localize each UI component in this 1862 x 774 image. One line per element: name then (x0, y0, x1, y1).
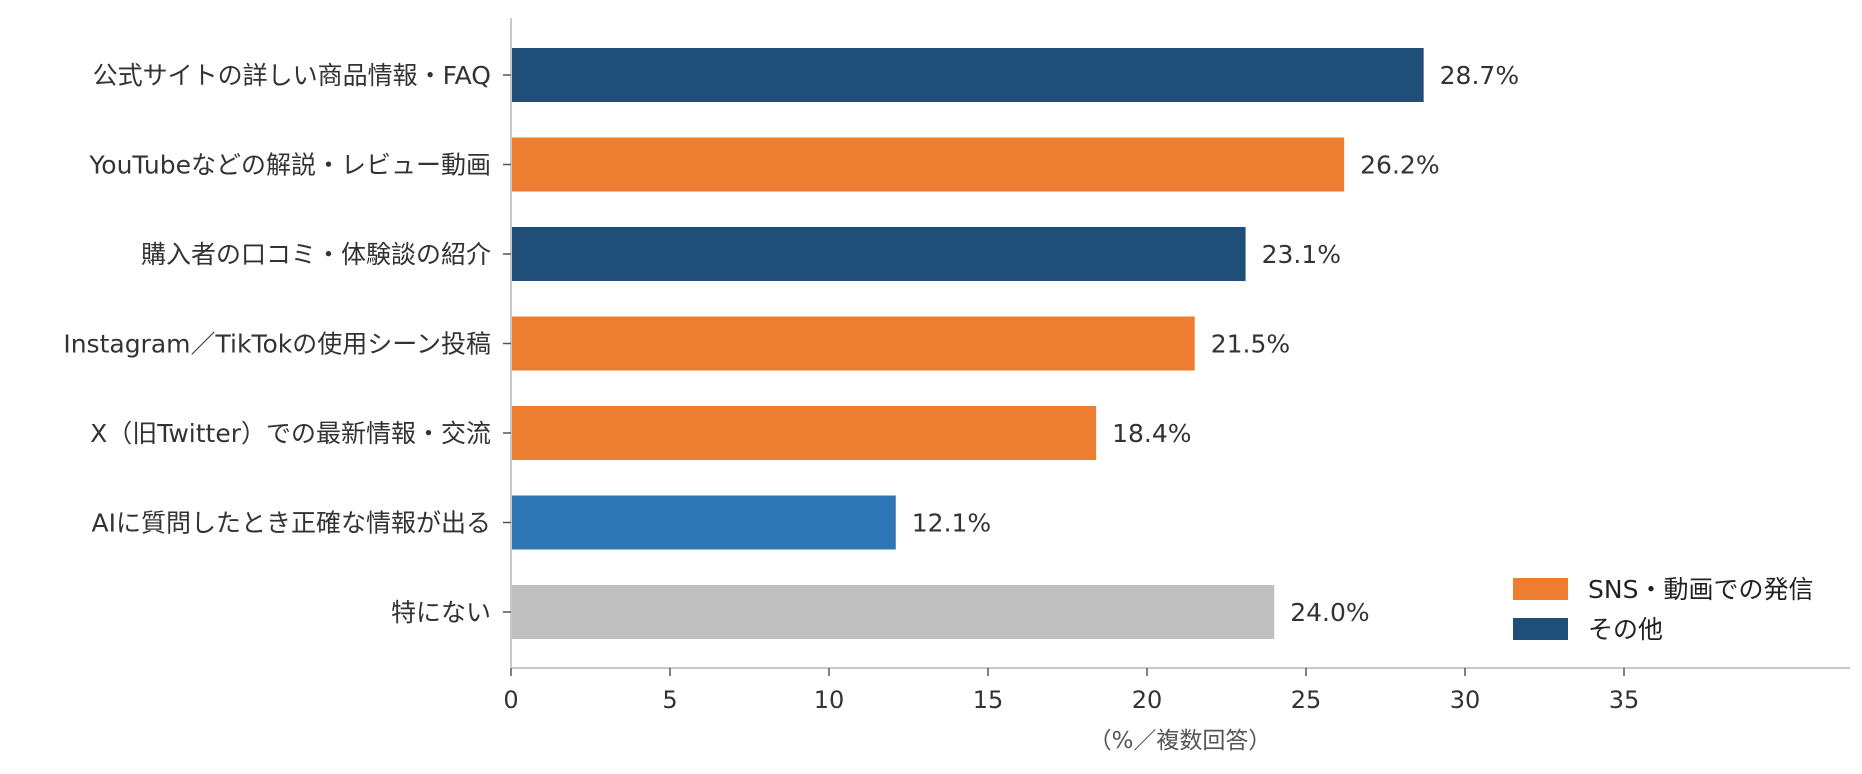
value-label-1: 26.2% (1360, 151, 1439, 180)
x-tick-label-7: 35 (1609, 686, 1640, 714)
x-tick-label-5: 25 (1291, 686, 1322, 714)
bar-1 (511, 137, 1345, 192)
value-label-4: 18.4% (1112, 419, 1191, 448)
x-axis: 0 5 10 15 20 25 30 35 (503, 18, 1850, 714)
value-label-5: 12.1% (912, 509, 991, 538)
x-tick-label-3: 15 (973, 686, 1004, 714)
category-label-1: YouTubeなどの解説・レビュー動画 (88, 151, 491, 180)
legend-label-other: その他 (1588, 615, 1663, 644)
category-labels: 公式サイトの詳しい商品情報・FAQ YouTubeなどの解説・レビュー動画購入者の… (63, 61, 491, 627)
bars-layer (511, 48, 1424, 639)
legend-swatch-other (1513, 618, 1568, 640)
x-tick-label-6: 30 (1450, 686, 1481, 714)
bar-5 (511, 495, 896, 550)
value-label-0: 28.7% (1440, 61, 1519, 90)
value-label-6: 24.0% (1290, 598, 1369, 627)
x-tick-label-1: 5 (662, 686, 677, 714)
value-label-2: 23.1% (1262, 240, 1341, 269)
category-label-0: 公式サイトの詳しい商品情報・FAQ (93, 61, 491, 90)
legend-swatch-sns (1513, 578, 1568, 600)
x-axis-title: （%／複数回答） (1089, 728, 1272, 754)
category-label-4: X（旧Twitter）での最新情報・交流 (90, 419, 491, 448)
legend-label-sns: SNS・動画での発信 (1588, 575, 1813, 604)
value-labels: 28.7% 26.2% 23.1% 21.5% 18.4% 12.1% 24.0% (912, 61, 1519, 627)
bar-3 (511, 316, 1195, 371)
x-tick-label-0: 0 (503, 686, 518, 714)
category-label-2: 購入者の口コミ・体験談の紹介 (141, 240, 491, 269)
bar-4 (511, 406, 1097, 460)
value-label-3: 21.5% (1211, 330, 1290, 359)
x-tick-label-2: 10 (814, 686, 845, 714)
x-tick-label-4: 20 (1132, 686, 1163, 714)
category-label-6: 特にない (391, 598, 491, 627)
legend: SNS・動画での発信 その他 (1513, 575, 1813, 644)
category-label-3: Instagram／TikTokの使用シーン投稿 (63, 330, 491, 359)
bar-0 (511, 48, 1424, 102)
bar-6 (511, 585, 1275, 639)
bar-2 (511, 227, 1246, 281)
category-label-5: AIに質問したとき正確な情報が出る (92, 509, 491, 538)
